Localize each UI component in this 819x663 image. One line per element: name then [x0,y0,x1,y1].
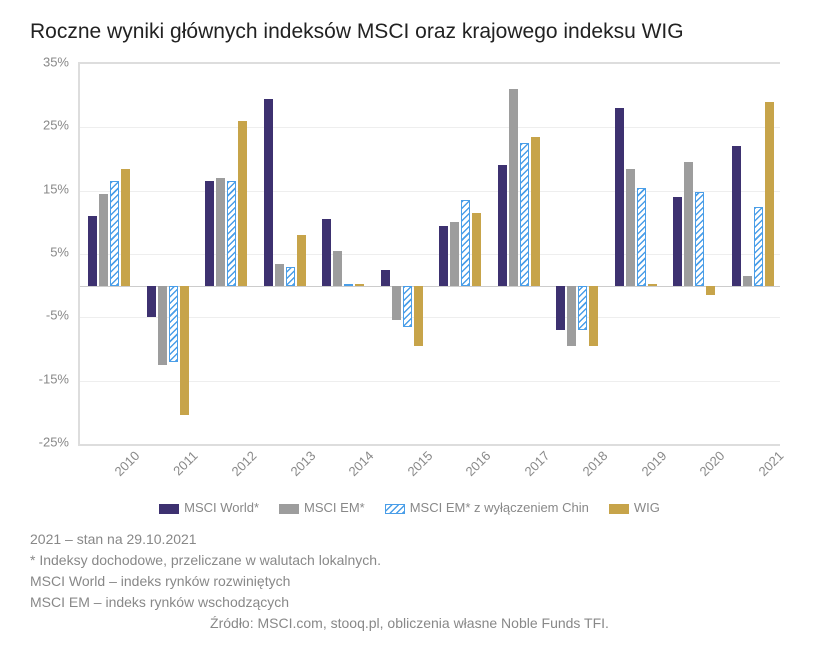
bar [322,219,331,286]
bar [169,286,178,362]
bar [637,188,646,286]
bar [765,102,774,286]
chart-container: -25%-15%-5%5%15%25%35% 20102011201220132… [30,62,780,492]
y-tick-label: 25% [43,118,69,133]
x-tick-label: 2015 [404,448,435,479]
y-tick-label: 35% [43,55,69,70]
legend-item: WIG [609,500,660,515]
legend-swatch [385,504,405,514]
bar [648,284,657,286]
bar [158,286,167,365]
bar [180,286,189,416]
bar [355,284,364,286]
bar [461,200,470,286]
bar [88,216,97,286]
bar [110,181,119,286]
legend: MSCI World* MSCI EM* MSCI EM* z wyłączenie… [30,500,789,515]
bar [450,222,459,285]
bar [578,286,587,330]
bar [392,286,401,321]
bar [216,178,225,286]
bar [695,192,704,286]
footnote-line: MSCI EM – indeks rynków wschodzących [30,592,789,613]
bar [297,235,306,286]
bar [472,213,481,286]
plot-area [78,62,780,446]
legend-label: MSCI EM* z wyłączeniem Chin [410,500,589,515]
chart-title: Roczne wyniki głównych indeksów MSCI ora… [30,20,789,44]
bar [626,169,635,286]
bar [264,99,273,286]
x-axis: 2010 2011 2012 2013 2014 2015 2016 2017 2018 2019… [78,442,780,492]
legend-swatch [279,504,299,514]
bar [531,137,540,286]
y-axis: -25%-15%-5%5%15%25%35% [30,62,75,492]
x-tick-label: 2017 [521,448,552,479]
legend-label: WIG [634,500,660,515]
source-line: Źródło: MSCI.com, stooq.pl, obliczenia w… [30,615,789,631]
y-tick-label: -15% [39,371,69,386]
bar [589,286,598,346]
legend-swatch [159,504,179,514]
bar [205,181,214,286]
x-tick-label: 2013 [287,448,318,479]
bar [615,108,624,285]
bar [706,286,715,296]
bar [567,286,576,346]
x-tick-label: 2010 [112,448,143,479]
x-tick-label: 2016 [463,448,494,479]
legend-item: MSCI EM* [279,500,365,515]
footnote-line: 2021 – stan na 29.10.2021 [30,529,789,550]
y-tick-label: -5% [46,308,69,323]
bar [414,286,423,346]
bar [238,121,247,286]
bar [556,286,565,330]
legend-label: MSCI EM* [304,500,365,515]
bar [99,194,108,286]
bar [344,284,353,286]
legend-swatch [609,504,629,514]
legend-label: MSCI World* [184,500,259,515]
footnote-line: MSCI World – indeks rynków rozwiniętych [30,571,789,592]
bar [743,276,752,286]
bar [673,197,682,286]
legend-item: MSCI World* [159,500,259,515]
bar [275,264,284,286]
grid-line [80,191,780,192]
x-tick-label: 2011 [170,448,200,478]
y-tick-label: 5% [50,245,69,260]
bar [403,286,412,327]
bar [286,267,295,286]
bar [381,270,390,286]
bar [520,143,529,286]
bar [121,169,130,286]
x-tick-label: 2021 [755,448,786,479]
bar [333,251,342,286]
bar [754,207,763,286]
footnote-line: * Indeksy dochodowe, przeliczane w walut… [30,550,789,571]
bar [732,146,741,285]
x-tick-label: 2012 [229,448,260,479]
y-tick-label: 15% [43,181,69,196]
bar [147,286,156,318]
footnotes: 2021 – stan na 29.10.2021* Indeksy docho… [30,529,789,613]
bar [684,162,693,286]
bar [498,165,507,285]
bar [509,89,518,285]
y-tick-label: -25% [39,435,69,450]
grid-line [80,127,780,128]
x-tick-label: 2018 [580,448,611,479]
legend-item: MSCI EM* z wyłączeniem Chin [385,500,589,515]
bar [227,181,236,286]
x-tick-label: 2020 [697,448,728,479]
x-tick-label: 2019 [638,448,669,479]
x-tick-label: 2014 [346,448,377,479]
bar [439,226,448,286]
